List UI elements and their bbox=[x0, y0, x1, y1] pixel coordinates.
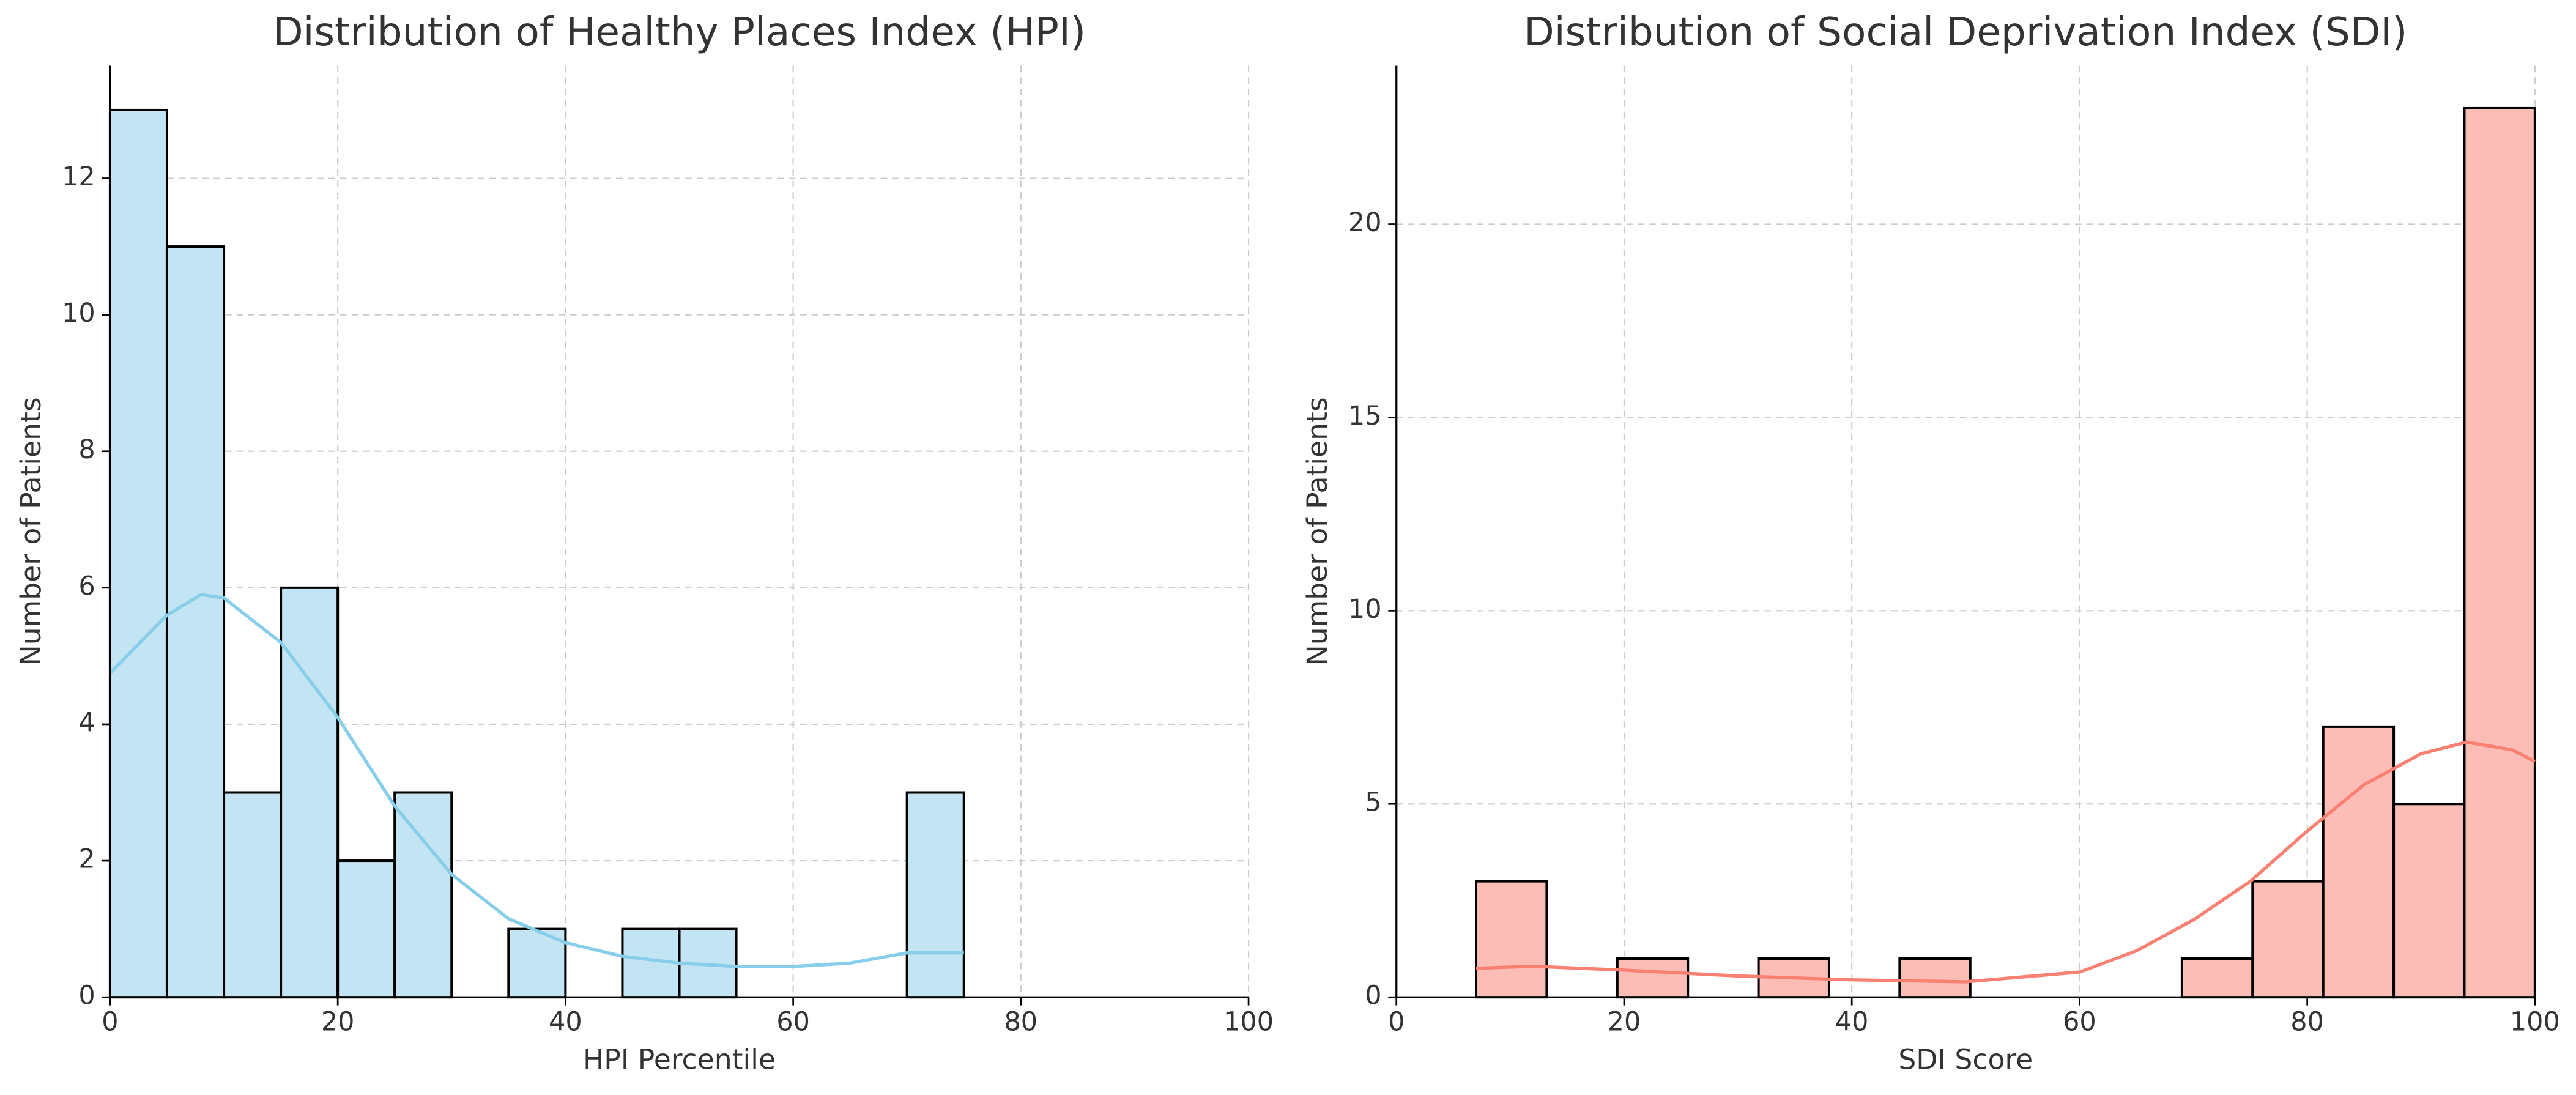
y-tick-label: 0 bbox=[1365, 981, 1381, 1011]
y-tick-label: 5 bbox=[1365, 787, 1381, 818]
x-axis-label: HPI Percentile bbox=[583, 1043, 776, 1075]
bar bbox=[905, 791, 965, 999]
y-tick-label: 0 bbox=[78, 981, 95, 1011]
x-tick-label: 100 bbox=[2510, 1007, 2560, 1037]
x-tick-label: 80 bbox=[1004, 1007, 1037, 1037]
y-tick-label: 6 bbox=[78, 571, 95, 601]
kde-line bbox=[109, 593, 964, 968]
x-tick-label: 100 bbox=[1223, 1007, 1274, 1037]
y-tick-label: 8 bbox=[78, 434, 95, 465]
chart-title: Distribution of Healthy Places Index (HP… bbox=[273, 9, 1086, 55]
bar bbox=[2322, 725, 2396, 999]
bar bbox=[223, 791, 283, 999]
bar bbox=[280, 586, 340, 999]
y-tick-label: 4 bbox=[78, 707, 95, 738]
bar bbox=[336, 859, 396, 999]
y-tick-label: 12 bbox=[62, 161, 95, 192]
x-tick-label: 60 bbox=[2063, 1007, 2096, 1037]
y-tick-label: 15 bbox=[1348, 401, 1382, 431]
x-tick-label: 0 bbox=[102, 1007, 118, 1037]
x-tick-label: 20 bbox=[321, 1007, 355, 1037]
y-tick-label: 20 bbox=[1348, 207, 1382, 238]
x-tick-label: 40 bbox=[1835, 1007, 1869, 1037]
chart-title: Distribution of Social Deprivation Index… bbox=[1524, 9, 2407, 55]
x-tick-label: 60 bbox=[776, 1007, 810, 1037]
x-tick-label: 80 bbox=[2290, 1007, 2324, 1037]
y-axis-label: Number of Patients bbox=[15, 397, 47, 666]
y-tick-label: 10 bbox=[1348, 594, 1382, 625]
y-tick-label: 2 bbox=[78, 844, 95, 875]
x-axis-label: SDI Score bbox=[1898, 1043, 2033, 1075]
kde-line bbox=[1475, 740, 2536, 984]
bar bbox=[108, 108, 169, 999]
x-tick-label: 0 bbox=[1388, 1007, 1405, 1037]
bar bbox=[1475, 880, 1548, 999]
bar bbox=[2392, 803, 2466, 999]
y-tick-label: 10 bbox=[62, 298, 95, 328]
bar bbox=[2180, 957, 2254, 999]
y-axis-label: Number of Patients bbox=[1301, 397, 1334, 666]
bar bbox=[1616, 957, 1690, 999]
bar bbox=[2463, 106, 2536, 999]
x-tick-label: 20 bbox=[1608, 1007, 1641, 1037]
bar bbox=[393, 791, 453, 999]
bar bbox=[2251, 880, 2325, 999]
x-tick-label: 40 bbox=[549, 1007, 582, 1037]
bar bbox=[1898, 957, 1972, 999]
bar bbox=[165, 245, 226, 999]
